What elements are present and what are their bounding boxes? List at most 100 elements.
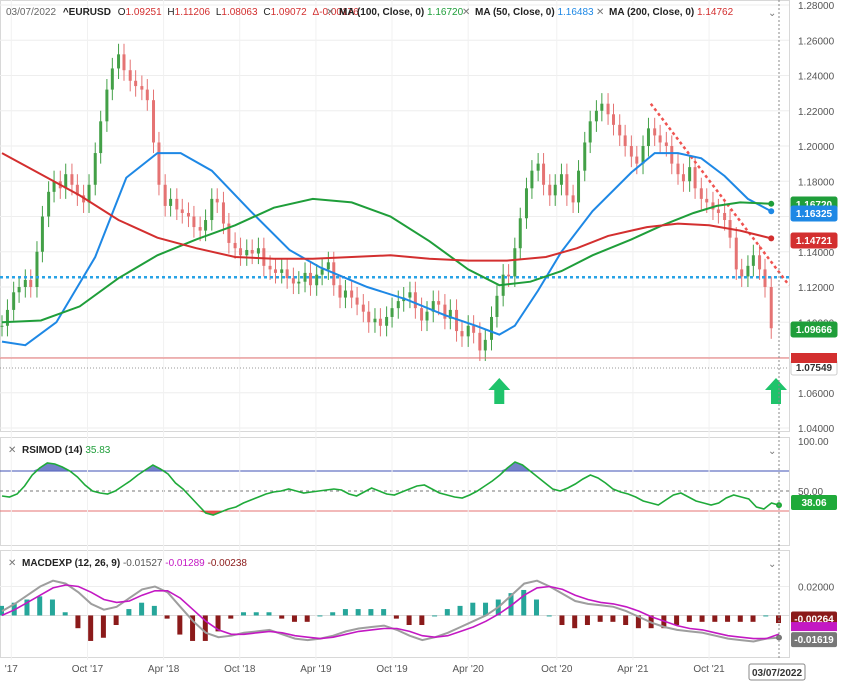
candle-body	[355, 297, 359, 305]
candle-body	[145, 89, 149, 101]
macd-panel-frame	[0, 550, 790, 658]
candle-body	[623, 135, 627, 146]
candle-body	[542, 163, 546, 185]
macd-value-3: -0.00238	[208, 558, 248, 569]
price-badge	[790, 232, 838, 249]
rsi-panel-frame	[0, 437, 790, 546]
macd-histogram-bar	[342, 609, 348, 616]
up-arrow-icon	[488, 378, 511, 404]
price-tick-label: 1.24000	[798, 72, 835, 83]
candle-body	[70, 174, 74, 185]
candle-body	[320, 269, 324, 275]
study-ma50: MA (50, Close, 0) 1.16483	[475, 7, 594, 18]
macd-histogram-bar	[266, 612, 272, 616]
candle-body	[245, 249, 249, 256]
ma-endpoint	[768, 235, 775, 242]
price-tick-label: 1.26000	[798, 36, 835, 47]
macd-badge-label: -0.00264	[794, 614, 834, 625]
candle-body	[169, 198, 173, 206]
ma-endpoint	[768, 200, 775, 207]
macd-histogram-bar	[444, 609, 450, 616]
up-arrow-icon	[765, 378, 787, 404]
candle-body	[577, 170, 581, 203]
candle-body	[483, 339, 487, 351]
study-legend-ma200[interactable]: ✕ MA (200, Close, 0) 1.14762	[596, 7, 734, 18]
price-tick-label: 1.20000	[798, 142, 835, 153]
macd-value-1: -0.01527	[123, 558, 163, 569]
candle-body	[105, 89, 109, 122]
time-tick-label: Apr '20	[453, 664, 485, 675]
candle-body	[455, 309, 459, 332]
macd-histogram-bar	[533, 599, 539, 616]
ma200-value: 1.14762	[697, 7, 734, 18]
candle-body	[751, 255, 755, 266]
macd-histogram-bar	[291, 615, 297, 622]
candle-body	[308, 272, 312, 286]
candle-body	[291, 278, 295, 284]
macd-label: MACDEXP (12, 26, 9)	[22, 558, 120, 569]
candle-body	[723, 212, 727, 221]
candle-body	[315, 274, 319, 286]
macd-histogram-bar	[457, 605, 463, 616]
rsi-legend-text: RSIMOD (14) 35.83	[22, 445, 111, 456]
collapse-legend-chevron-icon[interactable]: ⌄	[768, 8, 776, 19]
study-legend-ma100[interactable]: ✕ MA (100, Close, 0) 1.16720	[326, 7, 464, 18]
candle-body	[12, 292, 16, 310]
candle-body	[664, 142, 668, 146]
macd-signal-line	[1, 584, 780, 640]
macd-histogram-bar	[381, 609, 387, 616]
candle-body	[23, 279, 27, 287]
candle-body	[420, 308, 424, 321]
macd-histogram-bar	[597, 615, 603, 622]
candle-body	[93, 153, 97, 185]
candle-body	[646, 128, 650, 146]
trend-line[interactable]	[649, 102, 790, 286]
candle-body	[215, 198, 219, 203]
candle-body	[343, 290, 347, 298]
price-badge	[790, 205, 838, 222]
candle-body	[769, 287, 773, 329]
legend-open: 1.09251	[125, 7, 162, 18]
time-tick-label: Oct '21	[693, 664, 725, 675]
macd-histogram-bar	[139, 602, 145, 616]
legend-high-key: H	[167, 7, 174, 18]
close-study-icon[interactable]: ✕	[596, 7, 604, 18]
candle-body	[152, 100, 156, 143]
candle-body	[629, 146, 633, 157]
legend-close: 1.09072	[271, 7, 308, 18]
candle-body	[711, 202, 715, 210]
candle-body	[338, 285, 342, 298]
candle-body	[559, 174, 563, 185]
collapse-macd-chevron-icon[interactable]: ⌄	[768, 559, 776, 570]
candle-body	[210, 198, 214, 221]
price-badge-label: 1.14721	[796, 236, 833, 247]
candle-body	[326, 262, 330, 270]
candle-body	[280, 269, 284, 273]
close-study-icon[interactable]: ✕	[8, 445, 16, 456]
candle-body	[478, 332, 482, 351]
rsi-legend[interactable]: ✕ RSIMOD (14) 35.83	[8, 445, 111, 456]
macd-histogram-bar	[699, 615, 705, 622]
macd-histogram-bar	[470, 602, 476, 616]
candle-body	[513, 248, 517, 277]
legend-date: 03/07/2022	[6, 7, 56, 18]
rsi-value: 35.83	[85, 445, 110, 456]
candle-body	[524, 188, 528, 219]
collapse-rsi-chevron-icon[interactable]: ⌄	[768, 446, 776, 457]
candle-body	[52, 181, 56, 192]
macd-histogram-bar	[317, 615, 323, 617]
macd-histogram-bar	[355, 609, 361, 616]
macd-histogram-bar	[241, 612, 247, 616]
rsi-line	[1, 461, 780, 516]
macd-legend[interactable]: ✕ MACDEXP (12, 26, 9) -0.01527 -0.01289 …	[8, 558, 247, 569]
legend-close-key: C	[263, 7, 270, 18]
close-study-icon[interactable]: ✕	[462, 7, 470, 18]
price-tick-label: 1.14000	[798, 248, 835, 259]
candle-body	[734, 237, 738, 270]
close-study-icon[interactable]: ✕	[326, 7, 334, 18]
candle-body	[17, 287, 21, 293]
close-study-icon[interactable]: ✕	[8, 558, 16, 569]
macd-tick-label: 0.02000	[798, 582, 835, 593]
candle-body	[297, 281, 301, 284]
study-legend-ma50[interactable]: ✕ MA (50, Close, 0) 1.16483	[462, 7, 594, 18]
